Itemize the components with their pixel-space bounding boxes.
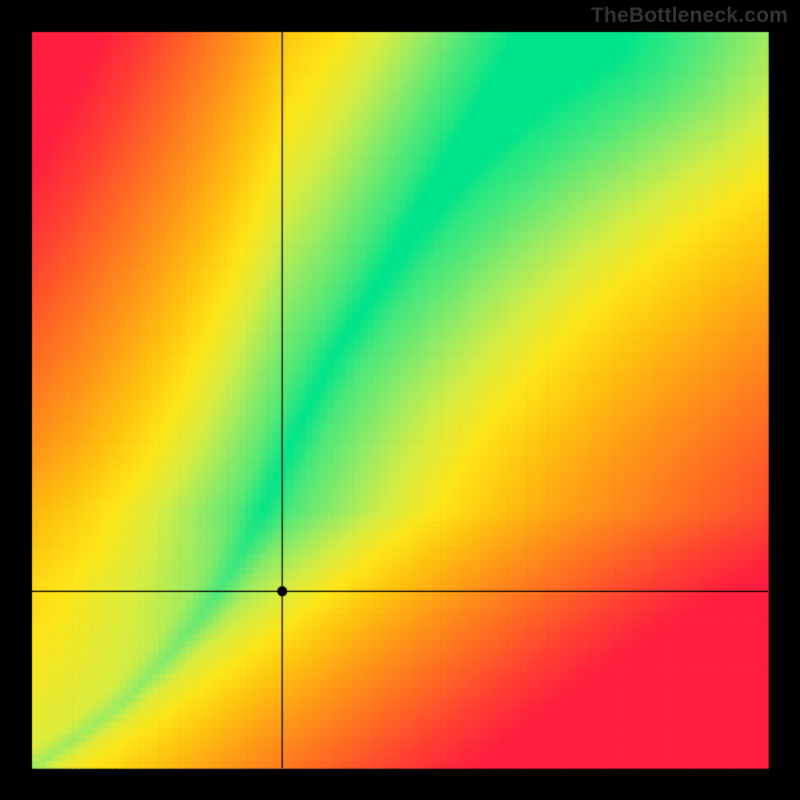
watermark-label: TheBottleneck.com xyxy=(591,4,788,28)
chart-container: TheBottleneck.com xyxy=(0,0,800,800)
bottleneck-heatmap xyxy=(0,0,800,800)
